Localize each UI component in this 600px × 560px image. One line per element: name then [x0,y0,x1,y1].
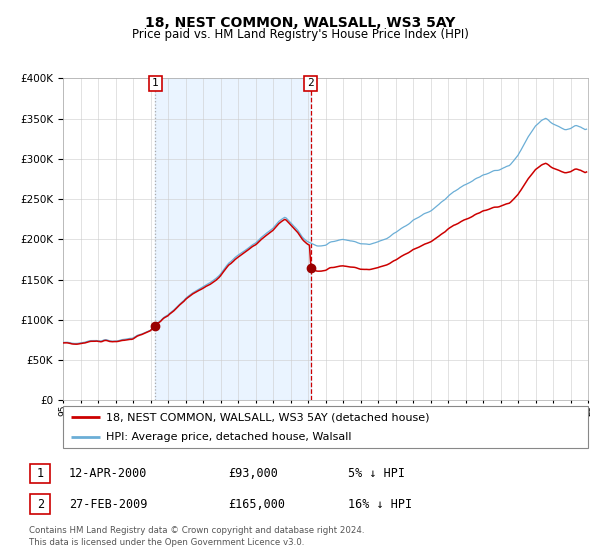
Text: HPI: Average price, detached house, Walsall: HPI: Average price, detached house, Wals… [106,432,352,442]
Text: 2: 2 [307,78,314,88]
Text: 18, NEST COMMON, WALSALL, WS3 5AY (detached house): 18, NEST COMMON, WALSALL, WS3 5AY (detac… [106,413,430,423]
Text: This data is licensed under the Open Government Licence v3.0.: This data is licensed under the Open Gov… [29,538,304,547]
Text: 2: 2 [37,497,44,511]
Text: 18, NEST COMMON, WALSALL, WS3 5AY: 18, NEST COMMON, WALSALL, WS3 5AY [145,16,455,30]
Bar [155,78,311,400]
Text: Contains HM Land Registry data © Crown copyright and database right 2024.: Contains HM Land Registry data © Crown c… [29,526,364,535]
Text: £93,000: £93,000 [228,466,278,480]
Text: 1: 1 [37,466,44,480]
Text: Price paid vs. HM Land Registry's House Price Index (HPI): Price paid vs. HM Land Registry's House … [131,28,469,41]
Text: 1: 1 [152,78,159,88]
FancyBboxPatch shape [63,406,588,448]
FancyBboxPatch shape [30,464,50,483]
FancyBboxPatch shape [30,494,50,514]
Text: 5% ↓ HPI: 5% ↓ HPI [348,466,405,480]
Text: 12-APR-2000: 12-APR-2000 [69,466,148,480]
Text: 27-FEB-2009: 27-FEB-2009 [69,497,148,511]
Text: £165,000: £165,000 [228,497,285,511]
Text: 16% ↓ HPI: 16% ↓ HPI [348,497,412,511]
